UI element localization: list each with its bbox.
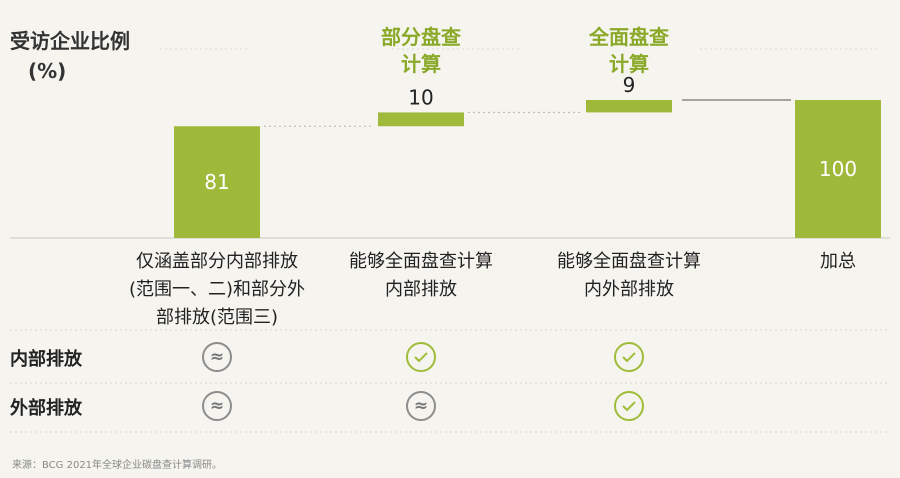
column-header-line1: 部分盘查 — [381, 25, 461, 49]
approx-icon: ≈ — [202, 391, 232, 421]
approx-icon: ≈ — [202, 342, 232, 372]
category-label-0: 仅涵盖部分内部排放 (范围一、二)和部分外 部排放(范围三) — [102, 248, 332, 332]
category-label-line: 仅涵盖部分内部排放 — [136, 251, 298, 272]
column-header-line2: 计算 — [609, 52, 649, 76]
column-header-1: 全面盘查 计算 — [549, 24, 709, 78]
bar-1 — [378, 112, 464, 127]
category-label-line: 内部排放 — [385, 279, 457, 300]
category-label-1: 能够全面盘查计算 内部排放 — [321, 248, 521, 304]
category-label-3: 加总 — [778, 248, 898, 276]
check-icon — [614, 391, 644, 421]
bar-value-label-0: 81 — [204, 170, 229, 194]
bar-value-label-1: 10 — [408, 85, 433, 109]
bar-value-label-2: 9 — [623, 73, 636, 97]
bar-value-label-3: 100 — [819, 157, 857, 181]
bar-0 — [174, 126, 260, 238]
column-header-0: 部分盘查 计算 — [341, 24, 501, 78]
column-header-line1: 全面盘查 — [589, 25, 669, 49]
check-icon — [614, 342, 644, 372]
category-label-line: 加总 — [820, 251, 856, 272]
check-icon — [406, 342, 436, 372]
category-label-line: 部排放(范围三) — [155, 307, 279, 328]
category-label-line: (范围一、二)和部分外 — [128, 279, 306, 300]
category-label-line: 能够全面盘查计算 — [349, 251, 493, 272]
bar-3 — [795, 100, 881, 238]
category-label-line: 内外部排放 — [584, 279, 674, 300]
approx-icon: ≈ — [406, 391, 436, 421]
matrix-row-label-1: 外部排放 — [10, 398, 82, 419]
matrix-row-label-0: 内部排放 — [10, 349, 82, 370]
y-axis-label-line1: 受访企业比例 — [10, 29, 130, 53]
bar-2 — [586, 100, 672, 113]
y-axis-unit: (%) — [28, 59, 67, 83]
category-label-2: 能够全面盘查计算 内外部排放 — [529, 248, 729, 304]
y-axis-label: 受访企业比例 (%) — [10, 26, 130, 86]
category-label-line: 能够全面盘查计算 — [557, 251, 701, 272]
column-header-line2: 计算 — [401, 52, 441, 76]
source-note: 来源：BCG 2021年全球企业碳盘查计算调研。 — [12, 460, 223, 471]
